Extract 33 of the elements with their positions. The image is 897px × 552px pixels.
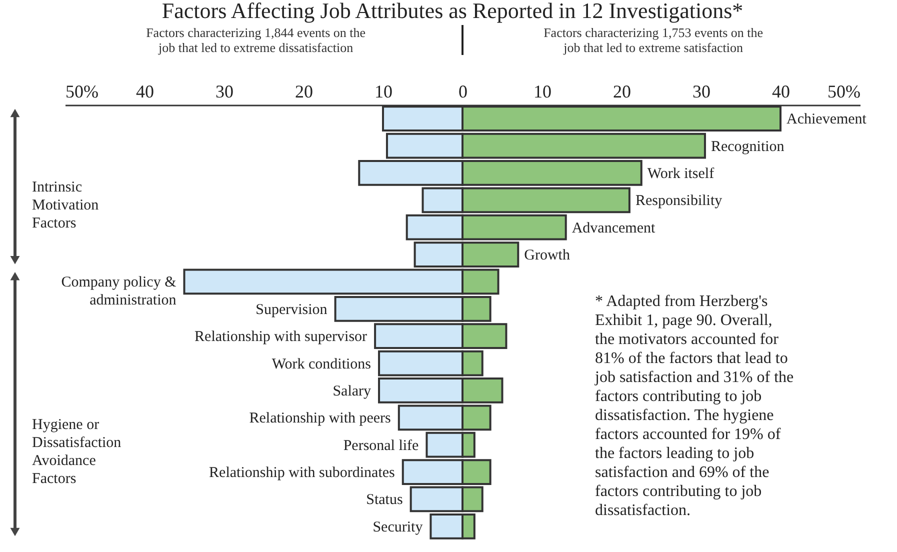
y-tick-label: Salary [332, 383, 372, 400]
x-tick-label: 0 [458, 82, 468, 102]
y-tick-label: Status [366, 492, 403, 508]
y-tick-label: Achievement [786, 112, 868, 128]
y-tick-label: Responsibility [635, 193, 723, 210]
x-tick-label: 40 [136, 82, 154, 102]
y-tick-label: Work conditions [272, 356, 372, 372]
text: Factors characterizing 1,753 events on the job that led to extreme satisfaction [544, 25, 764, 55]
x-tick-label: 10 [374, 82, 392, 102]
y-tick-label: Supervision [256, 302, 328, 318]
y-tick-label: Relationship with subordinates [209, 465, 396, 482]
y-tick-label: Advancement [572, 220, 656, 236]
chart-title: Factors Affecting Job Attributes as Reported in 12 Investigations* [162, 0, 744, 23]
x-tick-label: 20 [295, 82, 313, 102]
y-tick-label: Recognition [710, 138, 785, 155]
x-tick-label: 30 [216, 82, 234, 102]
text: Factors characterizing 1,844 events on the job that led to extreme dissatisfaction [146, 25, 366, 55]
x-tick-label: 50% [66, 82, 98, 102]
annotation: Intrinsic Motivation Factors [32, 180, 100, 232]
y-tick-label: Relationship with supervisor [194, 329, 368, 346]
x-tick-label: 20 [613, 82, 631, 102]
annotation: Hygiene or Dissatisfaction Avoidance Factors [32, 417, 122, 488]
y-tick-label: Company policy & administration [61, 274, 177, 309]
y-tick-label: Security [372, 519, 424, 536]
y-tick-label: Relationship with peers [249, 410, 392, 427]
y-tick-label: Growth [524, 248, 570, 264]
x-tick-label: 10 [534, 82, 552, 102]
x-tick-label: 40 [772, 82, 790, 102]
y-tick-label: Work itself [647, 166, 714, 182]
x-tick-label: 50% [828, 82, 860, 102]
y-tick-label: Personal life [343, 438, 420, 454]
text: * Adapted from Herzberg's Exhibit 1, page 90. Overall, the motivators accounted for 81% of the factors that lead to job satisfaction and 31% of the factors contributing to job dissatisfaction. The hygiene factors accounted for 19% of the factors leading to job satisfaction and 69% of the factors contributing to job dissatisfaction. [595, 293, 794, 519]
x-tick-label: 30 [692, 82, 710, 102]
